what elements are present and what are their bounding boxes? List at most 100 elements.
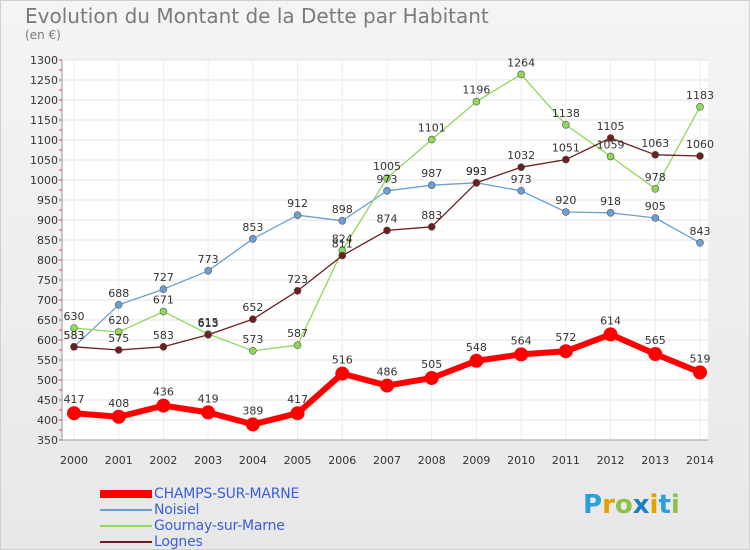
data-point [159, 285, 168, 294]
data-label: 505 [421, 358, 442, 371]
data-point [70, 324, 78, 332]
data-label: 519 [690, 352, 711, 365]
data-point [293, 286, 302, 295]
data-label: 920 [555, 194, 576, 207]
data-label: 630 [64, 310, 85, 323]
data-label: 1101 [418, 122, 446, 135]
data-point [696, 239, 704, 247]
x-tick-label: 2001 [105, 454, 133, 467]
data-point [424, 371, 439, 385]
chart-title: Evolution du Montant de la Dette par Hab… [25, 4, 489, 28]
data-point [472, 97, 481, 106]
y-tick-label: 1250 [30, 74, 58, 87]
x-tick-label: 2009 [462, 454, 490, 467]
data-point [606, 209, 615, 217]
data-point [469, 353, 484, 368]
data-label: 905 [645, 200, 666, 213]
data-point [293, 341, 302, 350]
y-tick-label: 950 [37, 194, 58, 207]
data-point [245, 417, 260, 432]
data-label: 486 [377, 366, 398, 379]
data-point [204, 330, 212, 339]
data-label: 874 [377, 212, 398, 225]
data-point [114, 300, 123, 309]
data-label: 1105 [597, 120, 625, 133]
legend-item-lognes: Lognes [100, 534, 299, 550]
data-point [696, 103, 704, 111]
data-label: 575 [108, 332, 129, 345]
data-label: 688 [108, 287, 129, 300]
data-label: 671 [153, 294, 174, 307]
brand-logo: Proxiti [583, 490, 680, 520]
data-label: 565 [645, 334, 666, 347]
y-tick-label: 500 [37, 374, 58, 387]
data-point [517, 163, 525, 171]
y-tick-label: 400 [37, 414, 58, 427]
data-label: 1138 [552, 107, 580, 120]
y-tick-label: 800 [37, 254, 58, 267]
data-label: 548 [466, 341, 487, 354]
data-label: 614 [600, 314, 621, 327]
data-label: 727 [153, 271, 174, 284]
legend-label: CHAMPS-SUR-MARNE [154, 486, 300, 502]
data-label: 1059 [597, 138, 625, 151]
data-point [159, 307, 168, 316]
data-point [558, 344, 573, 359]
data-point [201, 405, 216, 420]
data-point [111, 409, 126, 424]
data-label: 587 [287, 327, 308, 340]
data-label: 613 [198, 317, 219, 330]
data-point [603, 327, 618, 342]
x-tick-label: 2008 [418, 454, 446, 467]
legend-item-noisiel: Noisiel [100, 502, 299, 518]
data-label: 978 [645, 171, 666, 184]
data-label: 1264 [507, 56, 535, 69]
data-point [335, 366, 350, 381]
x-tick-label: 2004 [239, 454, 267, 467]
legend-swatch-noisiel [100, 509, 152, 511]
data-point [606, 134, 615, 142]
data-label: 912 [287, 197, 308, 210]
y-tick-label: 750 [37, 274, 58, 287]
data-point [514, 347, 529, 362]
data-label: 564 [511, 334, 532, 347]
data-label: 419 [198, 392, 219, 405]
data-label: 773 [198, 253, 219, 266]
legend: CHAMPS-SUR-MARNE Noisiel Gournay-sur-Mar… [100, 486, 299, 550]
data-label: 620 [108, 314, 129, 327]
x-tick-label: 2003 [194, 454, 222, 467]
x-tick-label: 2014 [686, 454, 714, 467]
legend-label: Noisiel [154, 502, 200, 518]
data-point [67, 406, 81, 421]
legend-label: Gournay-sur-Marne [154, 518, 285, 534]
data-point [562, 155, 570, 164]
data-label: 573 [242, 333, 263, 346]
x-tick-label: 2005 [284, 454, 312, 467]
data-point [380, 378, 394, 393]
data-point [517, 187, 525, 195]
data-point [517, 70, 525, 79]
x-tick-label: 2007 [373, 454, 401, 467]
data-label: 853 [242, 221, 263, 234]
data-point [383, 226, 391, 235]
data-point [249, 315, 257, 324]
y-tick-label: 350 [37, 434, 58, 447]
legend-swatch-gournay [100, 525, 152, 527]
data-label: 417 [64, 393, 85, 406]
data-point [427, 181, 436, 189]
data-label: 898 [332, 203, 353, 216]
data-point [114, 328, 123, 336]
legend-item-champs: CHAMPS-SUR-MARNE [100, 486, 299, 502]
data-label: 973 [511, 173, 532, 186]
y-tick-label: 1050 [30, 154, 58, 167]
data-point [338, 217, 347, 225]
x-tick-label: 2013 [641, 454, 669, 467]
data-label: 436 [153, 386, 174, 399]
data-label: 516 [332, 354, 353, 367]
x-tick-label: 2011 [552, 454, 580, 467]
data-label: 572 [555, 331, 576, 344]
data-label: 993 [466, 165, 487, 178]
data-label: 583 [153, 329, 174, 342]
data-label: 1060 [686, 138, 714, 151]
